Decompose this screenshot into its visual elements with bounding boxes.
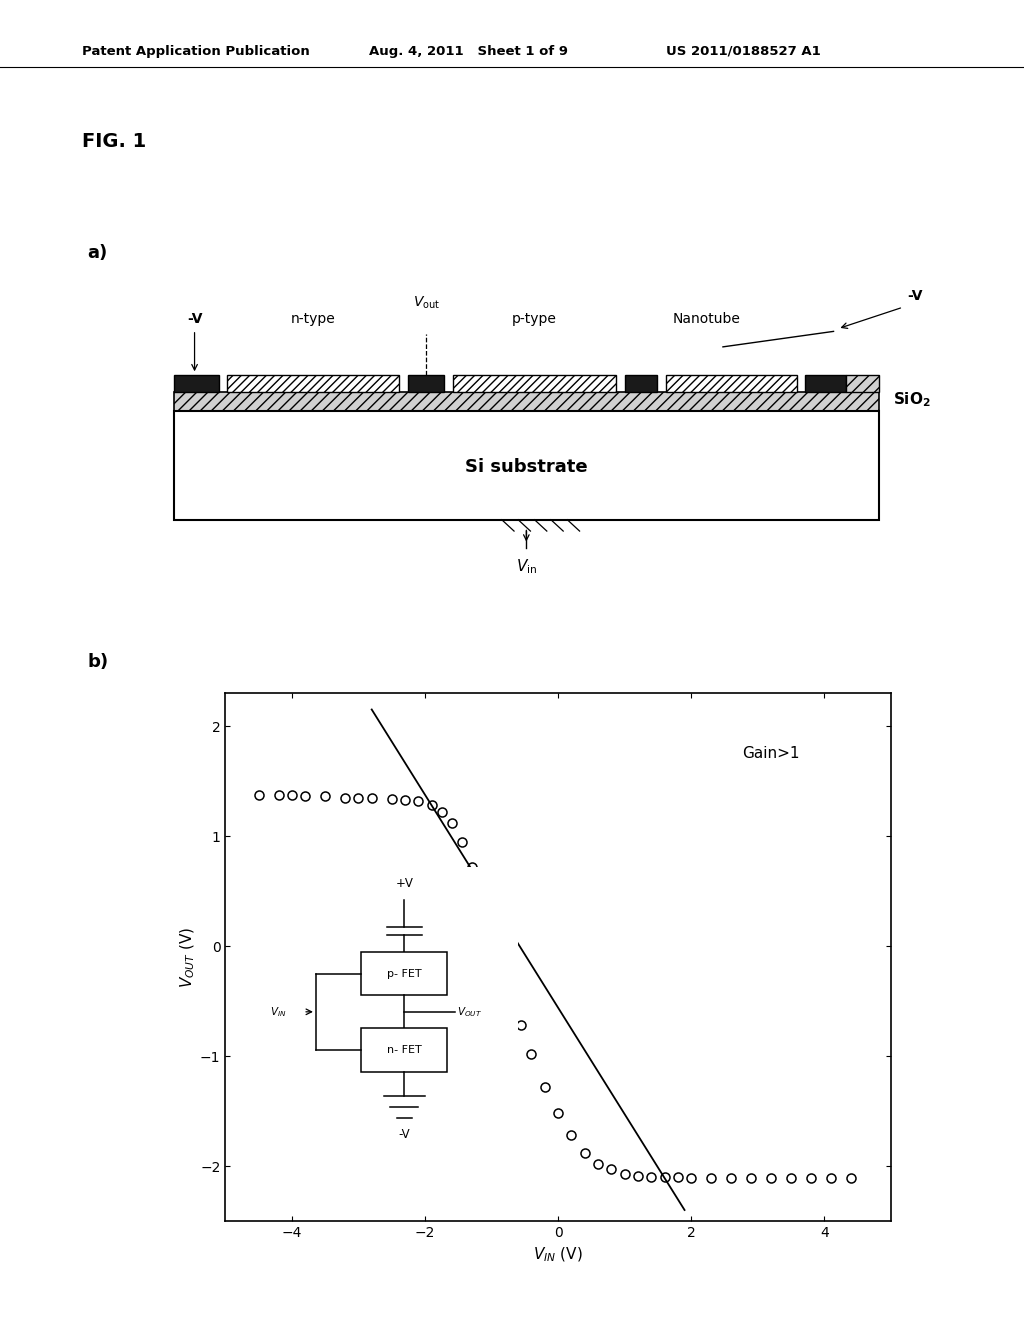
Bar bbox=[453, 375, 616, 392]
Bar bbox=[666, 375, 797, 392]
Y-axis label: $V_{OUT}$ (V): $V_{OUT}$ (V) bbox=[179, 927, 198, 987]
Text: Nanotube: Nanotube bbox=[673, 313, 740, 326]
Bar bbox=[625, 375, 657, 392]
Text: a): a) bbox=[87, 244, 108, 263]
Text: n-type: n-type bbox=[291, 313, 336, 326]
Text: Gain>1: Gain>1 bbox=[742, 746, 800, 762]
Bar bbox=[174, 392, 879, 412]
Text: $\mathbf{SiO_2}$: $\mathbf{SiO_2}$ bbox=[893, 391, 931, 409]
Bar bbox=[408, 375, 444, 392]
Text: -V: -V bbox=[186, 313, 203, 326]
Text: Patent Application Publication: Patent Application Publication bbox=[82, 45, 309, 58]
Bar bbox=[174, 375, 219, 392]
Bar bbox=[174, 412, 879, 520]
Text: $V_{\mathrm{out}}$: $V_{\mathrm{out}}$ bbox=[413, 294, 440, 310]
Text: US 2011/0188527 A1: US 2011/0188527 A1 bbox=[666, 45, 820, 58]
Text: $V_{\mathrm{in}}$: $V_{\mathrm{in}}$ bbox=[516, 557, 537, 576]
Text: FIG. 1: FIG. 1 bbox=[82, 132, 146, 150]
Text: Aug. 4, 2011   Sheet 1 of 9: Aug. 4, 2011 Sheet 1 of 9 bbox=[369, 45, 567, 58]
Text: -V: -V bbox=[907, 289, 924, 304]
Bar bbox=[227, 375, 399, 392]
Text: b): b) bbox=[87, 653, 109, 672]
Bar bbox=[846, 375, 879, 392]
Text: p-type: p-type bbox=[512, 313, 557, 326]
Bar bbox=[805, 375, 846, 392]
Text: Si substrate: Si substrate bbox=[465, 458, 588, 477]
X-axis label: $V_{IN}$ (V): $V_{IN}$ (V) bbox=[534, 1245, 583, 1263]
